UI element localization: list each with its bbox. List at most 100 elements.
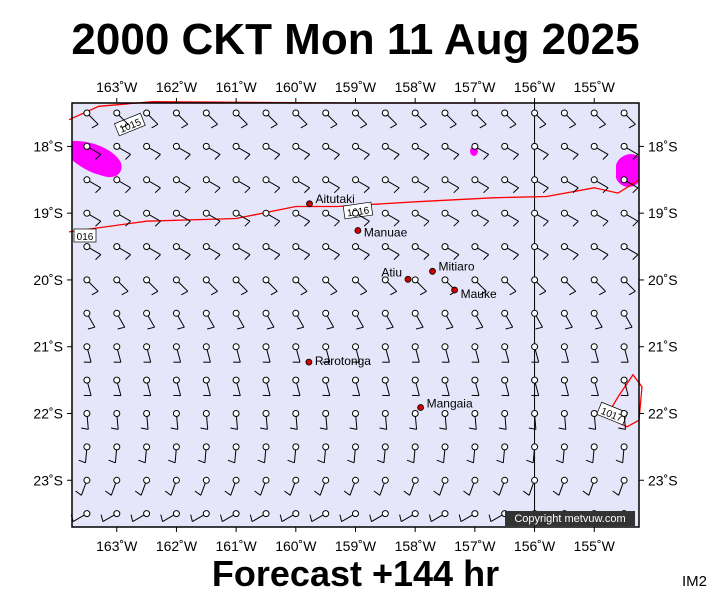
wind-barb-origin	[143, 276, 151, 284]
wind-barb	[262, 176, 281, 194]
lat-tick-label-left: 21˚S	[33, 339, 63, 355]
wind-barb-flag	[95, 154, 102, 160]
wind-barb-staff	[355, 349, 361, 363]
wind-barb-flag	[512, 220, 519, 227]
wind-barb-staff	[475, 349, 480, 363]
wind-barb-origin	[202, 343, 210, 351]
wind-barb	[466, 443, 479, 464]
wind-barb	[202, 376, 211, 397]
wind-barb	[352, 276, 368, 296]
wind-barb-staff	[498, 482, 505, 496]
wind-barb-flag	[270, 290, 278, 296]
wind-barb-origin	[292, 276, 300, 284]
wind-barb-staff	[281, 514, 294, 523]
wind-barb-staff	[117, 382, 122, 396]
wind-barb-flag	[290, 427, 298, 430]
wind-barb-origin	[172, 476, 180, 484]
wind-barb-origin	[202, 276, 210, 284]
wind-barb-origin	[590, 309, 598, 317]
wind-barb-origin	[441, 243, 449, 251]
wind-barb-origin	[441, 109, 449, 117]
wind-barb	[220, 510, 240, 523]
wind-barb-flag	[539, 290, 547, 296]
wind-barbs	[70, 109, 639, 523]
wind-barb	[590, 209, 609, 227]
wind-barb-staff	[594, 349, 599, 363]
wind-barb-staff	[596, 114, 606, 125]
wind-barb-flag	[210, 123, 218, 129]
wind-barb	[143, 309, 156, 330]
wind-barb	[496, 443, 509, 464]
wind-barb-staff	[477, 147, 489, 155]
wind-barb-staff	[371, 514, 383, 523]
wind-barb	[164, 476, 180, 496]
wind-barb-staff	[266, 349, 271, 363]
wind-barb-origin	[531, 142, 539, 150]
wind-barb-origin	[83, 176, 91, 184]
wind-barb	[202, 343, 211, 363]
isobar-label-box	[342, 201, 374, 220]
wind-barb	[612, 476, 628, 496]
wind-barb	[143, 209, 161, 227]
wind-barb	[352, 209, 370, 227]
wind-barb-flag	[214, 154, 221, 160]
wind-barb	[172, 109, 189, 129]
wind-barb-staff	[325, 382, 331, 396]
wind-barb-origin	[322, 243, 330, 251]
wind-barb-flag	[260, 427, 268, 430]
wind-barb-staff	[416, 281, 427, 292]
wind-barb	[232, 109, 248, 129]
wind-barb	[381, 243, 400, 260]
wind-barb	[411, 176, 430, 194]
wind-barb-origin	[441, 309, 449, 317]
wind-barb-flag	[168, 459, 176, 464]
wind-barb-flag	[125, 187, 131, 194]
wind-barb-staff	[341, 514, 354, 523]
lat-tick-label-right: 19˚S	[648, 205, 678, 221]
wind-barb-flag	[588, 427, 596, 430]
wind-barb-staff	[387, 114, 398, 125]
wind-barb	[292, 209, 311, 227]
wind-barb-staff	[86, 416, 89, 430]
wind-barb-flag	[125, 254, 131, 260]
forecast-label: Forecast +144 hr	[211, 553, 500, 594]
wind-barb-flag	[479, 123, 487, 129]
wind-barb-flag	[436, 459, 444, 464]
wind-barb-flag	[602, 187, 609, 194]
wind-barb-origin	[113, 309, 121, 317]
wind-barb-flag	[598, 123, 606, 129]
wind-barb	[83, 343, 92, 363]
wind-barb	[257, 443, 270, 464]
wind-barb-staff	[311, 514, 324, 523]
wind-barb-staff	[625, 114, 636, 125]
wind-barb-staff	[417, 214, 430, 222]
wind-barb-origin	[143, 109, 151, 117]
wind-barb-staff	[230, 482, 236, 496]
wind-barb	[202, 276, 218, 296]
wind-barb	[441, 343, 450, 363]
lat-tick-label-right: 20˚S	[648, 272, 678, 288]
wind-barb-flag	[244, 254, 251, 260]
wind-barb	[83, 142, 102, 160]
wind-barb	[441, 309, 454, 330]
wind-barb-origin	[83, 376, 91, 384]
wind-barb-staff	[208, 247, 221, 256]
wind-barb-staff	[387, 247, 400, 256]
wind-barb-staff	[235, 416, 238, 430]
wind-barb-flag	[542, 220, 549, 227]
wind-barb-staff	[416, 315, 424, 328]
wind-barb-origin	[531, 109, 539, 117]
wind-barb	[411, 276, 427, 296]
wind-barb-origin	[471, 276, 479, 284]
place-dot	[429, 267, 436, 275]
lon-tick-label-top: 163˚W	[96, 79, 138, 95]
wind-barb	[83, 309, 96, 330]
wind-barb-staff	[268, 180, 281, 189]
wind-barb-origin	[113, 443, 121, 451]
lon-tick-label-top: 155˚W	[574, 79, 616, 95]
wind-barb-origin	[143, 243, 151, 251]
wind-barb-origin	[172, 109, 180, 117]
wind-barb-flag	[287, 459, 295, 464]
wind-barb-origin	[441, 343, 449, 351]
wind-barb	[403, 476, 419, 496]
